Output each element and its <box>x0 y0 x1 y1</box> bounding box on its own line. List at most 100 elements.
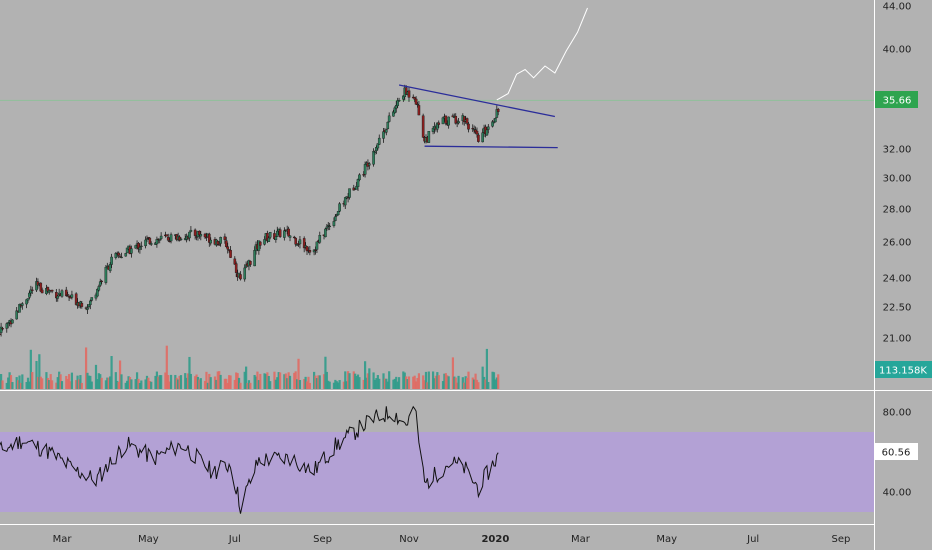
candle-body[interactable] <box>96 288 99 297</box>
candle-body[interactable] <box>373 151 377 153</box>
candle-body[interactable] <box>209 239 213 244</box>
candle-body[interactable] <box>15 310 18 320</box>
candle-body[interactable] <box>363 164 367 175</box>
candle-body[interactable] <box>392 111 395 117</box>
candle-body[interactable] <box>447 116 450 126</box>
candle-body[interactable] <box>86 307 89 310</box>
candle-body[interactable] <box>287 228 290 237</box>
candle-body[interactable] <box>336 211 340 216</box>
candle-body[interactable] <box>258 241 262 246</box>
candle-body[interactable] <box>294 237 297 245</box>
candle-body[interactable] <box>159 235 163 239</box>
candle-body[interactable] <box>274 236 278 240</box>
candle-body[interactable] <box>216 240 220 245</box>
candle-body[interactable] <box>338 203 341 212</box>
candle-body[interactable] <box>407 90 411 98</box>
candle-body[interactable] <box>298 239 302 245</box>
candle-body[interactable] <box>416 103 419 106</box>
price-axis[interactable]: 44.00 40.00 32.00 30.00 28.00 26.00 24.00 22.50… <box>883 2 912 345</box>
candle-body[interactable] <box>117 252 120 256</box>
candle-body[interactable] <box>444 115 448 124</box>
candle-body[interactable] <box>60 290 64 297</box>
candle-body[interactable] <box>26 298 30 301</box>
candle-body[interactable] <box>457 121 460 124</box>
candle-body[interactable] <box>471 128 475 130</box>
candle-body[interactable] <box>475 130 479 135</box>
candle-body[interactable] <box>393 107 397 113</box>
candle-body[interactable] <box>278 229 282 237</box>
candle-body[interactable] <box>148 237 152 245</box>
candle-body[interactable] <box>234 263 238 273</box>
candle-body[interactable] <box>314 249 317 251</box>
candle-body[interactable] <box>487 126 490 130</box>
candle-body[interactable] <box>292 236 296 239</box>
candle-body[interactable] <box>46 287 50 292</box>
candle-body[interactable] <box>382 131 385 139</box>
candle-body[interactable] <box>253 249 256 267</box>
candle-body[interactable] <box>229 249 232 258</box>
candle-body[interactable] <box>166 237 170 241</box>
time-axis[interactable]: Mar May Jul Sep Nov 2020 Mar May Jul Sep <box>53 534 851 545</box>
candle-body[interactable] <box>376 143 380 149</box>
candle-body[interactable] <box>203 233 207 238</box>
candle-body[interactable] <box>108 264 112 272</box>
candle-body[interactable] <box>5 323 9 329</box>
rsi-axis[interactable]: 80.00 40.00 <box>883 408 912 499</box>
candle-body[interactable] <box>28 292 31 298</box>
candle-body[interactable] <box>358 174 361 181</box>
candle-body[interactable] <box>120 256 123 259</box>
candle-body[interactable] <box>217 244 221 246</box>
candle-body[interactable] <box>263 239 266 245</box>
candle-body[interactable] <box>18 304 21 313</box>
candle-body[interactable] <box>334 216 337 221</box>
candle-body[interactable] <box>328 225 331 228</box>
candle-body[interactable] <box>249 260 252 265</box>
candle-body[interactable] <box>145 238 149 240</box>
candle-body[interactable] <box>70 294 74 298</box>
candle-body[interactable] <box>437 122 441 125</box>
candle-body[interactable] <box>387 115 391 122</box>
candle-body[interactable] <box>124 253 128 257</box>
candle-body[interactable] <box>158 239 162 241</box>
candlestick-series[interactable] <box>0 84 500 352</box>
candle-body[interactable] <box>1 328 4 330</box>
candle-body[interactable] <box>50 289 54 292</box>
candle-body[interactable] <box>243 267 247 280</box>
candle-body[interactable] <box>283 230 286 238</box>
candle-body[interactable] <box>30 289 34 291</box>
candle-body[interactable] <box>288 235 292 238</box>
candle-body[interactable] <box>372 151 375 165</box>
candle-body[interactable] <box>332 221 336 226</box>
candle-body[interactable] <box>368 163 371 166</box>
candle-body[interactable] <box>477 134 480 142</box>
candle-body[interactable] <box>169 234 173 242</box>
candle-body[interactable] <box>308 250 312 253</box>
candle-body[interactable] <box>467 123 470 130</box>
candle-body[interactable] <box>189 229 193 232</box>
candle-body[interactable] <box>80 302 84 307</box>
candle-body[interactable] <box>56 295 60 299</box>
candle-body[interactable] <box>239 274 242 280</box>
candle-body[interactable] <box>441 117 445 125</box>
candle-body[interactable] <box>404 87 408 95</box>
candle-body[interactable] <box>188 231 191 239</box>
candle-body[interactable] <box>149 243 153 245</box>
candle-body[interactable] <box>89 300 92 306</box>
candle-body[interactable] <box>348 188 351 198</box>
candle-body[interactable] <box>130 248 133 254</box>
candle-body[interactable] <box>134 245 137 249</box>
candle-body[interactable] <box>97 286 101 291</box>
candle-body[interactable] <box>0 333 1 335</box>
candle-body[interactable] <box>138 247 142 250</box>
candle-body[interactable] <box>223 236 227 240</box>
candle-body[interactable] <box>104 266 108 283</box>
candle-body[interactable] <box>193 229 197 236</box>
candle-body[interactable] <box>179 238 183 240</box>
candle-body[interactable] <box>485 129 489 136</box>
candle-body[interactable] <box>386 121 390 130</box>
candle-body[interactable] <box>100 280 103 283</box>
candle-body[interactable] <box>205 236 208 239</box>
candle-body[interactable] <box>324 228 327 238</box>
